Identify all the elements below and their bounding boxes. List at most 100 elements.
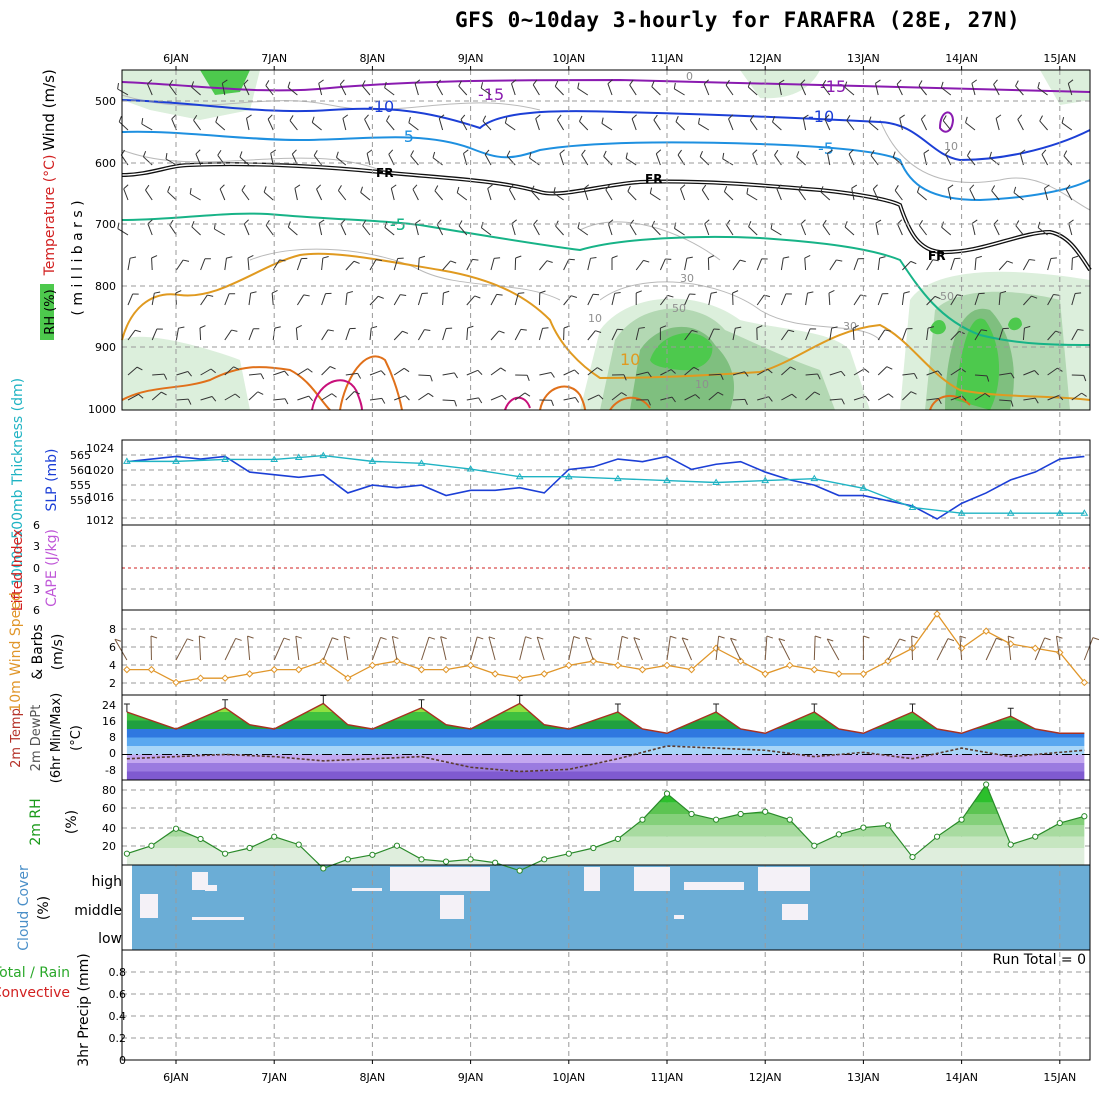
wind-barb-flag bbox=[701, 184, 707, 191]
wind-barb-flag bbox=[932, 259, 939, 262]
wind-barb-flag bbox=[391, 184, 397, 189]
wind-barb-flag bbox=[187, 398, 192, 405]
wind-barb bbox=[998, 260, 1008, 271]
wind-barb bbox=[369, 259, 377, 271]
rh-marker bbox=[933, 833, 941, 840]
rh-band bbox=[126, 848, 1085, 865]
wind-barb bbox=[1071, 392, 1082, 401]
wind10-marker bbox=[638, 665, 647, 674]
wind-barb bbox=[902, 261, 912, 271]
wind-barb bbox=[991, 190, 1000, 201]
wind-barb bbox=[587, 293, 594, 306]
wind-barb bbox=[993, 84, 1000, 96]
wind-barb bbox=[877, 329, 886, 341]
wind-barb bbox=[127, 329, 136, 341]
ylabel-cloud-cover: Cloud Cover bbox=[16, 865, 32, 951]
wind10-barb bbox=[519, 636, 526, 661]
rh-contour bbox=[121, 149, 381, 171]
cloud-gap bbox=[782, 904, 808, 920]
ylabel-convective: Convective bbox=[0, 985, 70, 1001]
ylabel-thickness: 1000~500mb Thickness (dm) bbox=[10, 378, 26, 586]
wind-barb-flag bbox=[989, 151, 992, 158]
wind-barb bbox=[605, 189, 613, 201]
ylabel-temperature: Temperature (°C) bbox=[42, 155, 58, 277]
wind-barb-flag bbox=[145, 184, 150, 191]
wind-barb-flag bbox=[863, 368, 870, 373]
wind-barb bbox=[780, 258, 784, 271]
wind-barb-flag bbox=[886, 366, 893, 370]
wind-barb-flag bbox=[1017, 114, 1023, 120]
wind-barb bbox=[318, 223, 323, 236]
wind-barb bbox=[829, 370, 842, 376]
wind-barb-flag bbox=[539, 290, 546, 294]
wind-barb-flag bbox=[913, 373, 918, 380]
wind-barb bbox=[631, 118, 637, 131]
wind-barb bbox=[418, 392, 429, 401]
wind-barb bbox=[728, 118, 734, 131]
wind10-barb-flag bbox=[827, 638, 834, 642]
wind-barb bbox=[1071, 257, 1073, 271]
wind10-barb bbox=[198, 636, 202, 661]
wind-barb bbox=[533, 224, 540, 236]
wind-barb-flag bbox=[340, 219, 346, 225]
wind-barb bbox=[321, 258, 324, 271]
rh-marker bbox=[737, 810, 744, 818]
wind-barb bbox=[892, 156, 903, 166]
temp-band bbox=[126, 729, 1085, 738]
slp-tick: 1012 bbox=[86, 514, 114, 527]
wind-barb-flag bbox=[138, 393, 144, 399]
rh-marker bbox=[811, 842, 818, 849]
wind-barb-flag bbox=[438, 114, 445, 119]
wind-barb bbox=[559, 153, 565, 166]
contour-label: 50 bbox=[940, 290, 954, 303]
wind-barb bbox=[796, 156, 806, 166]
rh-marker bbox=[1056, 819, 1063, 827]
wind10-barb bbox=[936, 638, 949, 661]
wind-barb-flag bbox=[187, 371, 192, 377]
wind-barb bbox=[998, 328, 1004, 341]
wind-barb-flag bbox=[322, 256, 329, 259]
wind-barb bbox=[827, 153, 831, 166]
wind-barb bbox=[805, 391, 815, 401]
wind-barb bbox=[318, 83, 323, 96]
wind-barb-flag bbox=[231, 329, 238, 332]
wind-barb bbox=[482, 120, 492, 131]
wind-barb-flag bbox=[1053, 294, 1060, 296]
wind10-barb-flag bbox=[332, 637, 339, 641]
rh-marker bbox=[983, 781, 990, 788]
wind-barb-flag bbox=[804, 255, 811, 259]
wind-barb-flag bbox=[239, 151, 243, 158]
wind-barb bbox=[896, 83, 903, 96]
wind-barb-flag bbox=[429, 375, 433, 382]
wind-barb bbox=[224, 366, 234, 376]
wind-barb bbox=[703, 83, 710, 96]
wind-barb bbox=[917, 191, 927, 201]
wind-barb-flag bbox=[381, 398, 386, 404]
wind-barb bbox=[321, 293, 326, 306]
precip-tick: 0.4 bbox=[109, 1010, 127, 1023]
date-label-bottom: 9JAN bbox=[458, 1071, 484, 1084]
wind10-marker bbox=[221, 674, 229, 682]
wind-barb-flag bbox=[824, 114, 830, 120]
wind-barb bbox=[508, 189, 516, 201]
wind-barb bbox=[189, 193, 201, 201]
wind-barb-flag bbox=[1037, 221, 1041, 228]
ylabel-lifted-index: Lifted Index bbox=[10, 529, 26, 611]
wind-barb bbox=[386, 120, 395, 131]
wind-barb bbox=[176, 398, 189, 401]
wind-barb bbox=[490, 394, 503, 401]
wind-barb bbox=[338, 190, 347, 201]
pressure-tick: 800 bbox=[95, 280, 116, 293]
wind10-barb-flag bbox=[150, 635, 158, 639]
rh-marker bbox=[614, 835, 622, 843]
contour-label: 10 bbox=[944, 140, 958, 153]
wind-barb bbox=[321, 393, 333, 401]
wind-barb-flag bbox=[651, 80, 655, 87]
wind-barb bbox=[490, 330, 500, 341]
wind-barb-flag bbox=[1044, 184, 1050, 189]
wind-barb bbox=[199, 327, 202, 341]
wind10-barb-flag bbox=[295, 635, 302, 639]
date-label-top: 10JAN bbox=[552, 52, 585, 65]
wind-barb-flag bbox=[419, 255, 426, 259]
